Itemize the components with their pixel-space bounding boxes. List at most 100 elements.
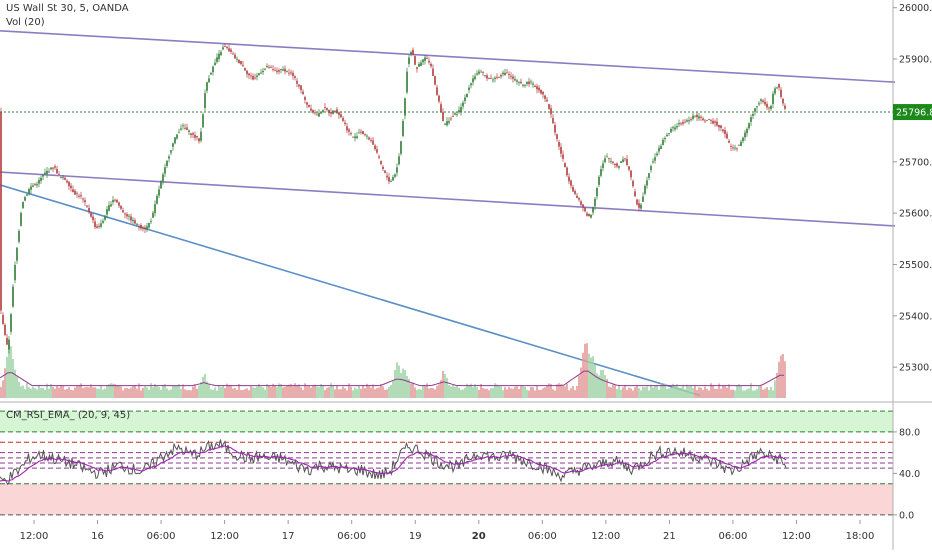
candle-body — [40, 177, 42, 181]
volume-bar — [630, 388, 632, 398]
volume-bar — [174, 385, 176, 398]
volume-bar — [416, 389, 418, 398]
candle-body — [588, 213, 590, 217]
candle-body — [304, 97, 306, 100]
volume-bar — [64, 389, 66, 398]
candle-body — [714, 121, 716, 123]
candle-body — [444, 123, 446, 125]
candle-body — [336, 109, 338, 114]
volume-bar — [456, 386, 458, 398]
candle-body — [82, 198, 84, 200]
volume-bar — [738, 384, 740, 398]
candle-body — [42, 175, 44, 177]
volume-bar — [164, 383, 166, 398]
candle-body — [576, 195, 578, 198]
volume-bar — [706, 388, 708, 398]
volume-bar — [428, 388, 430, 398]
volume-bar — [424, 386, 426, 398]
candle-body — [670, 128, 672, 133]
candle-body — [784, 105, 786, 109]
indicator-legend[interactable]: CM_RSI_EMA_ (20, 9, 45) — [6, 410, 130, 421]
candle-body — [552, 117, 554, 124]
volume-bar — [248, 390, 250, 398]
volume-bar — [492, 387, 494, 398]
candle-body — [148, 223, 150, 228]
volume-bar — [438, 384, 440, 398]
candle-body — [630, 170, 632, 178]
candle-body — [16, 247, 18, 261]
candle-body — [28, 189, 30, 194]
volume-bar — [572, 385, 574, 398]
candle-body — [562, 154, 564, 159]
candle-body — [172, 143, 174, 147]
candle-body — [632, 180, 634, 187]
candle-body — [756, 106, 758, 108]
volume-bar — [210, 389, 212, 398]
candle-body — [696, 114, 698, 118]
candle-body — [396, 167, 398, 173]
volume-bar — [712, 385, 714, 398]
candle-body — [12, 286, 14, 307]
candle-body — [212, 66, 214, 73]
candle-body — [712, 120, 714, 124]
candle-body — [374, 145, 376, 150]
candle-body — [456, 114, 458, 116]
candle-body — [586, 213, 588, 216]
candle-body — [90, 212, 92, 217]
candle-body — [194, 134, 196, 138]
candle-body — [492, 79, 494, 81]
volume-legend[interactable]: Vol (20) — [6, 17, 45, 28]
volume-bar — [116, 384, 118, 398]
candle-body — [210, 72, 212, 75]
candle-body — [536, 86, 538, 90]
candle-body — [146, 226, 148, 230]
volume-bar — [414, 387, 416, 398]
candle-body — [274, 70, 276, 72]
volume-bar — [450, 386, 452, 398]
volume-bar — [458, 387, 460, 398]
candle-body — [244, 67, 246, 71]
volume-bar — [724, 385, 726, 398]
volume-bar — [258, 383, 260, 398]
volume-bar — [18, 382, 20, 398]
volume-bar — [312, 384, 314, 398]
volume-bar — [518, 388, 520, 398]
candle-body — [692, 115, 694, 119]
candle-body — [746, 128, 748, 134]
volume-bar — [420, 389, 422, 398]
volume-ma-line — [0, 370, 784, 387]
volume-bar — [300, 387, 302, 398]
candle-body — [594, 198, 596, 207]
volume-bar — [326, 387, 328, 398]
candle-body — [468, 87, 470, 91]
volume-bar — [280, 383, 282, 398]
candle-body — [346, 126, 348, 131]
volume-bar — [692, 387, 694, 398]
volume-bar — [418, 388, 420, 398]
time-label: 12:00 — [591, 531, 620, 542]
candle-body — [62, 177, 64, 179]
candle-body — [236, 58, 238, 60]
candle-body — [2, 315, 4, 324]
volume-bar — [352, 390, 354, 398]
rsi-line — [0, 439, 787, 486]
candle-body — [54, 166, 56, 168]
candle-body — [398, 156, 400, 165]
volume-bar — [514, 386, 516, 398]
candle-body — [178, 132, 180, 134]
volume-bar — [12, 359, 14, 398]
candle-body — [302, 91, 304, 95]
volume-bar — [646, 386, 648, 398]
candle-body — [138, 226, 140, 228]
volume-bar — [700, 387, 702, 398]
candle-body — [684, 121, 686, 123]
candle-body — [650, 166, 652, 171]
volume-bar — [214, 387, 216, 398]
volume-bar — [318, 387, 320, 398]
volume-bar — [278, 383, 280, 398]
candle-body — [8, 339, 10, 350]
volume-bar — [310, 387, 312, 398]
symbol-legend[interactable]: US Wall St 30, 5, OANDA — [6, 3, 129, 14]
